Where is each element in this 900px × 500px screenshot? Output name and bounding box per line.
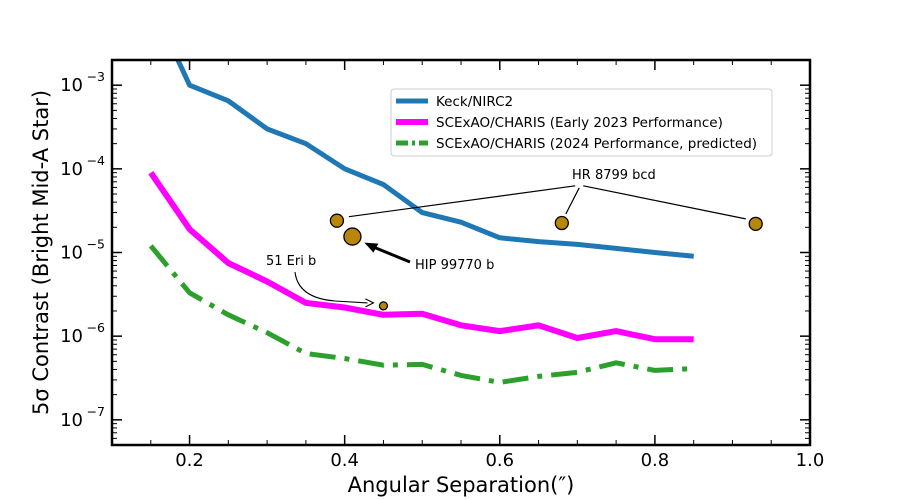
planet-marker-3 (748, 216, 763, 232)
x-tick-label: 0.8 (641, 450, 670, 471)
x-axis-label: Angular Separation(″) (348, 473, 575, 497)
annotation-51eri: 51 Eri b (266, 254, 316, 269)
y-tick-label: 10 (60, 326, 83, 347)
legend-label-1: Keck/NIRC2 (436, 94, 513, 110)
legend-label-2: SCExAO/CHARIS (Early 2023 Performance) (436, 115, 723, 131)
series-line-1 (175, 60, 694, 259)
planet-marker-2 (554, 215, 569, 231)
planet-markers (329, 213, 763, 311)
planet-marker-4 (343, 227, 362, 246)
annotation-hr8799: HR 8799 bcd (572, 168, 656, 183)
axis-ticks: 0.2 0.4 0.6 0.8 1.0 10 −7 10 −6 10 −5 10 −4 10 −3 (60, 59, 825, 471)
y-tick-exponent: −6 (87, 320, 105, 335)
x-tick-label: 0.6 (485, 450, 514, 471)
annotation-hip99770: HIP 99770 b (415, 258, 494, 273)
hip99770-arrow-head (364, 242, 379, 253)
series-line-3 (148, 244, 694, 385)
y-tick-exponent: −3 (87, 69, 105, 84)
annotation-labels: HR 8799 bcd HIP 99770 b 51 Eri b (266, 168, 656, 273)
legend: Keck/NIRC2 SCExAO/CHARIS (Early 2023 Perf… (390, 88, 773, 157)
x-tick-label: 0.4 (330, 450, 359, 471)
legend-label-3: SCExAO/CHARIS (2024 Performance, predict… (436, 136, 757, 152)
hip99770-arrow-shaft (371, 245, 411, 264)
y-tick-label: 10 (60, 159, 83, 180)
y-tick-exponent: −4 (87, 153, 105, 168)
y-tick-label: 10 (60, 75, 83, 96)
series-line-2 (148, 171, 694, 343)
annotation-lines (294, 185, 746, 308)
hr8799-pointer-line-b (583, 185, 746, 220)
y-tick-label: 10 (60, 410, 83, 431)
x-tick-label: 0.2 (175, 450, 204, 471)
curve-layer (148, 60, 694, 385)
hr8799-pointer-line-c (348, 185, 576, 218)
x-tick-label: 1.0 (796, 450, 825, 471)
planet-marker-5 (378, 301, 389, 311)
eri51-arrow-curve (294, 271, 368, 304)
eri51-arrow-head (365, 298, 375, 308)
planet-marker-1 (329, 213, 345, 228)
y-tick-exponent: −5 (87, 237, 105, 252)
y-tick-exponent: −7 (87, 404, 105, 419)
y-axis-label: 5σ Contrast (Bright Mid-A Star) (29, 90, 53, 415)
legend-box (390, 88, 773, 157)
y-tick-label: 10 (60, 243, 83, 264)
hr8799-pointer-line-d (565, 187, 580, 215)
